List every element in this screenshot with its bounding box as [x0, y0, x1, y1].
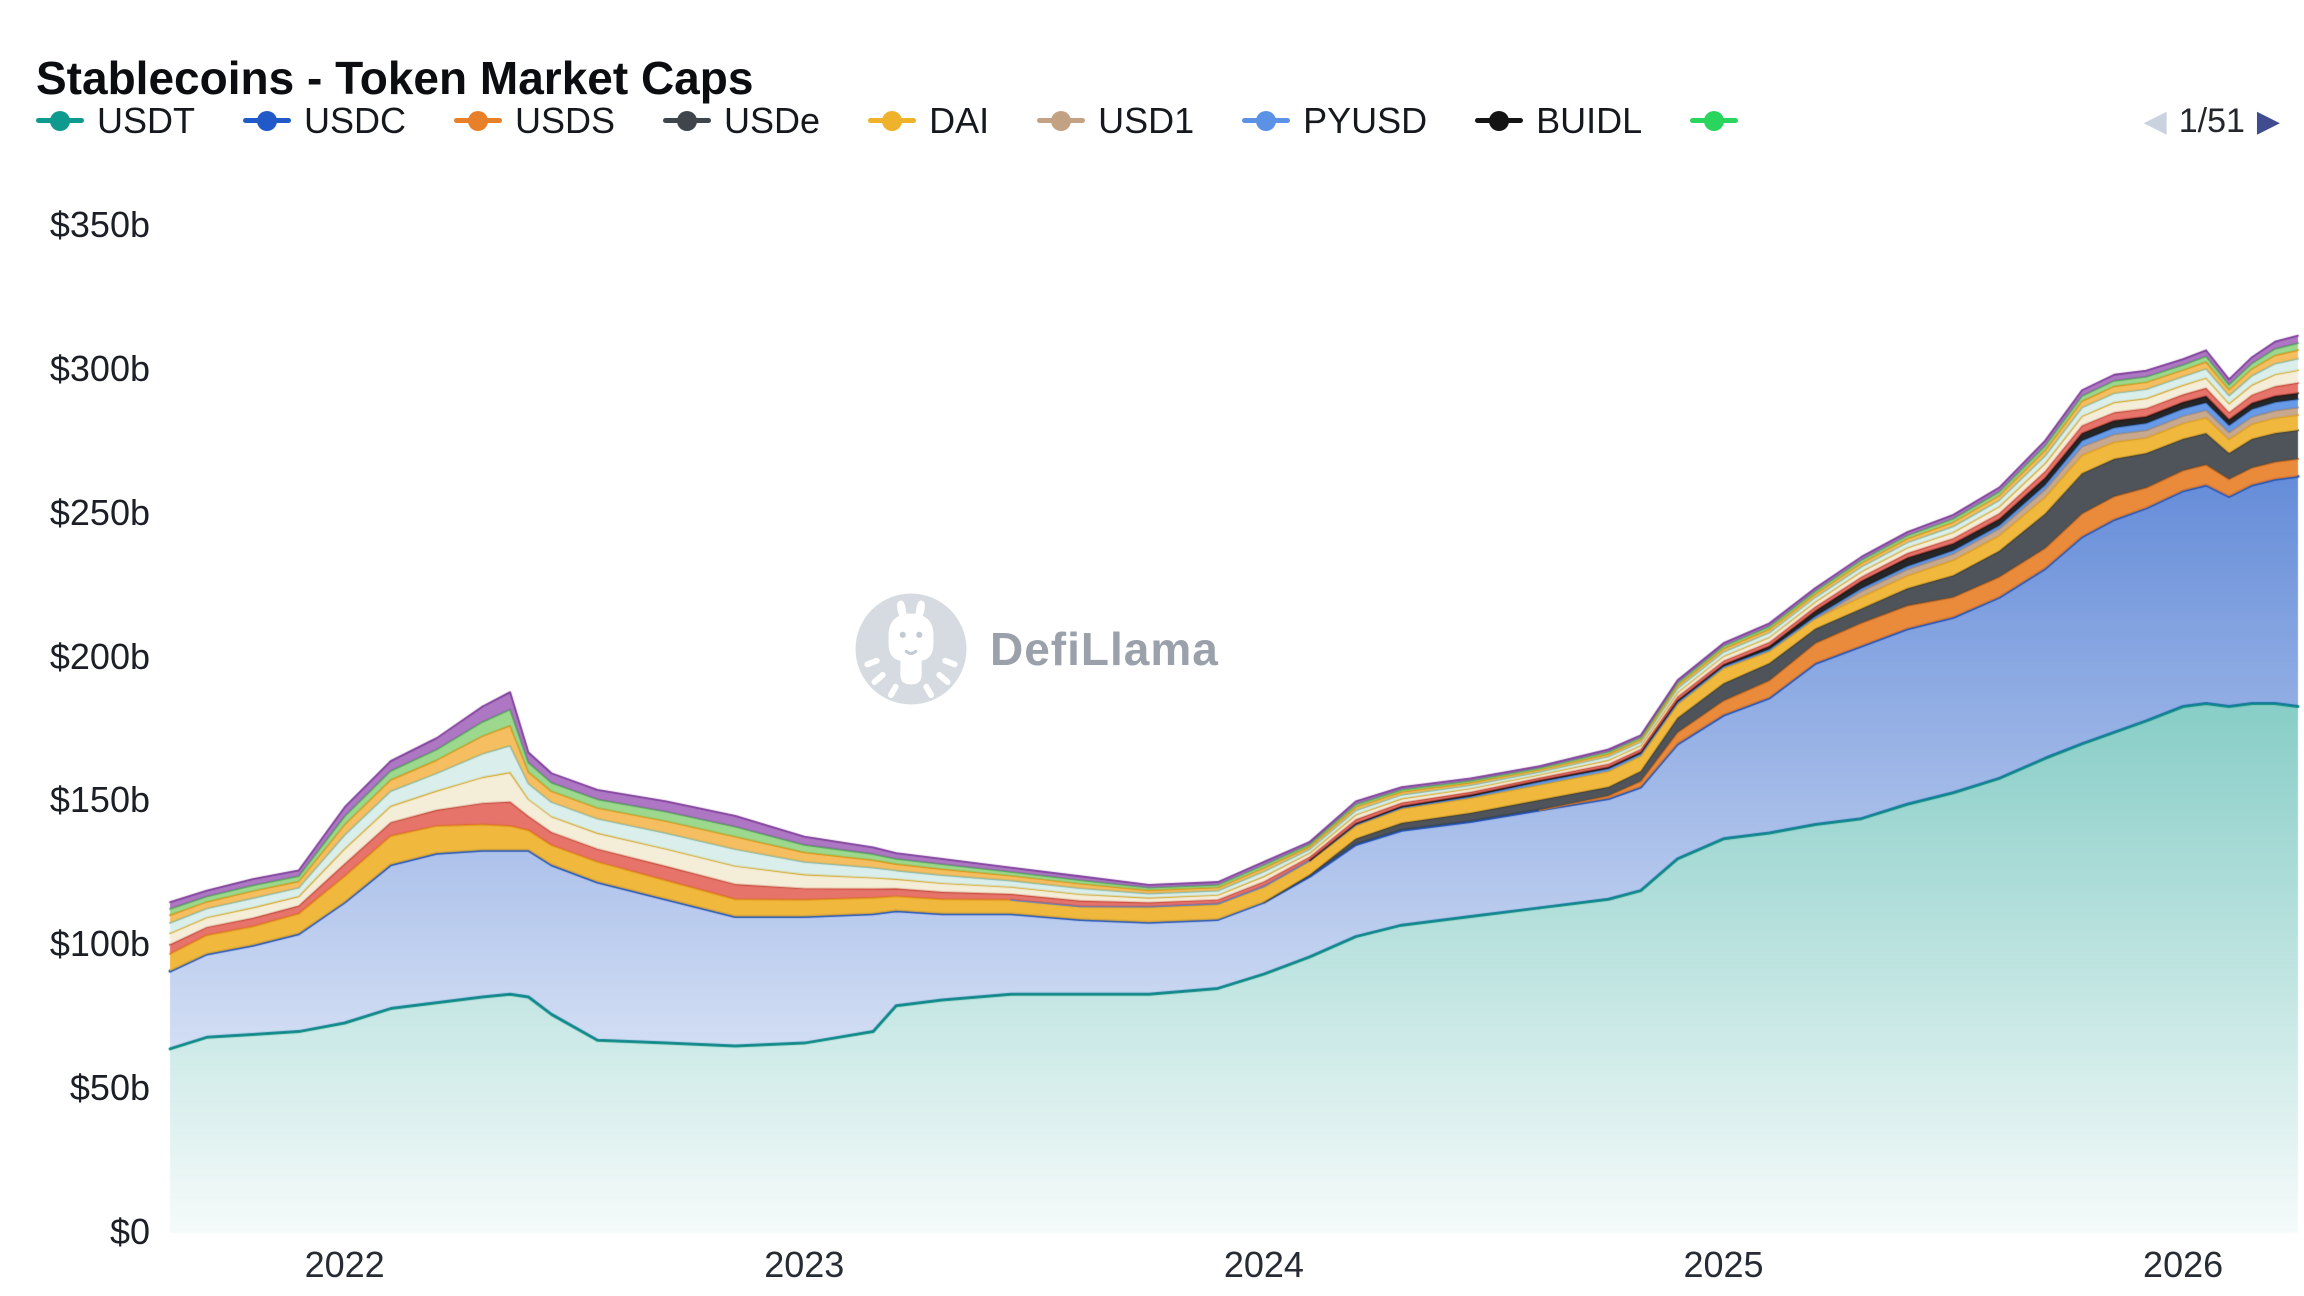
legend-label: USDS	[515, 100, 616, 141]
legend-marker-icon	[1690, 110, 1739, 132]
legend-item-usdc[interactable]: USDC	[243, 100, 406, 142]
legend-label: USDe	[724, 100, 821, 141]
legend-marker-icon	[243, 110, 291, 132]
y-axis-label-250b: $250b	[49, 491, 150, 533]
legend-label: USDT	[97, 100, 195, 141]
page-title: Stablecoins - Token Market Caps	[36, 51, 754, 104]
legend-item-dai[interactable]: DAI	[868, 100, 989, 142]
x-axis-label-2024: 2024	[1223, 1244, 1304, 1285]
legend-label: DAI	[929, 100, 990, 141]
legend-items: USDT USDC USDS USDe DAI USD1 PYUSD BUIDL	[36, 100, 1739, 142]
legend-pagination: ◀ 1/51 ▶	[2144, 102, 2280, 141]
y-axis-label-300b: $300b	[49, 347, 150, 389]
legend-marker-icon	[1475, 110, 1524, 132]
y-axis-label-200b: $200b	[49, 635, 150, 677]
x-axis-label-2022: 2022	[304, 1244, 385, 1285]
legend-label: BUIDL	[1536, 100, 1643, 141]
legend-marker-icon	[1037, 110, 1086, 132]
legend-marker-icon	[1242, 110, 1291, 132]
legend-item-usds[interactable]: USDS	[454, 100, 615, 142]
y-axis-label-350b: $350b	[49, 204, 150, 245]
legend-label: USDC	[304, 100, 407, 141]
y-axis-label-50b: $50b	[69, 1067, 150, 1109]
legend-label: USD1	[1098, 100, 1195, 141]
y-axis-label-0: $0	[109, 1211, 150, 1252]
y-axis-label-150b: $150b	[49, 779, 150, 821]
legend-page-indicator: 1/51	[2178, 101, 2245, 140]
legend-item-usde[interactable]: USDe	[663, 100, 820, 142]
x-axis-label-2025: 2025	[1683, 1244, 1764, 1285]
x-axis-label-2026: 2026	[2143, 1244, 2224, 1285]
legend-marker-icon	[454, 110, 503, 132]
legend-marker-icon	[868, 110, 917, 132]
legend-item-partial-8[interactable]	[1690, 110, 1739, 132]
y-axis-label-100b: $100b	[49, 923, 150, 965]
legend-item-pyusd[interactable]: PYUSD	[1242, 100, 1427, 142]
legend-next-arrow-icon[interactable]: ▶	[2256, 104, 2280, 138]
legend-item-buidl[interactable]: BUIDL	[1475, 100, 1642, 142]
legend-item-usd1[interactable]: USD1	[1037, 100, 1194, 142]
legend-label: PYUSD	[1303, 100, 1428, 141]
legend: USDT USDC USDS USDe DAI USD1 PYUSD BUIDL ◀ 1/51…	[36, 98, 2280, 144]
legend-prev-arrow-icon[interactable]: ◀	[2143, 104, 2167, 138]
legend-marker-icon	[36, 110, 84, 132]
legend-item-usdt[interactable]: USDT	[36, 100, 195, 142]
legend-marker-icon	[663, 110, 712, 132]
x-axis-label-2023: 2023	[764, 1244, 845, 1285]
